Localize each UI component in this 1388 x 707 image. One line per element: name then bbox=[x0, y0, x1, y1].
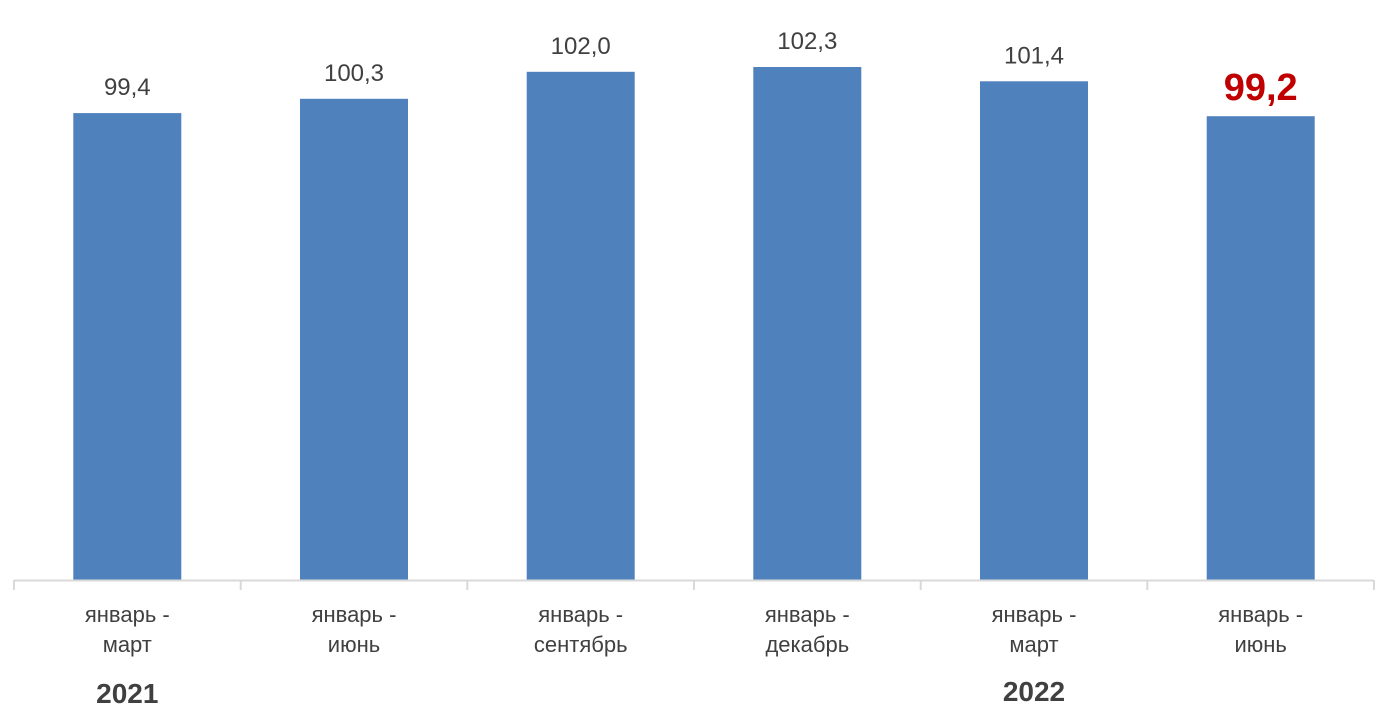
bar-0 bbox=[73, 113, 182, 580]
value-label-2: 102,0 bbox=[551, 33, 611, 60]
category-label-4: январь -март bbox=[992, 602, 1077, 657]
bars-layer bbox=[73, 67, 1315, 581]
category-label-5: январь -июнь bbox=[1218, 602, 1303, 657]
bar-5 bbox=[1206, 116, 1315, 580]
category-label-3: январь -декабрь bbox=[765, 602, 850, 657]
bar-4 bbox=[980, 81, 1088, 581]
bar-3 bbox=[753, 67, 862, 580]
category-label-2: январь -сентябрь bbox=[534, 602, 628, 657]
value-label-0: 99,4 bbox=[104, 74, 151, 101]
category-label-1: январь -июнь bbox=[312, 602, 397, 657]
value-label-3: 102,3 bbox=[777, 28, 837, 55]
value-label-1: 100,3 bbox=[324, 60, 384, 87]
value-label-4: 101,4 bbox=[1004, 42, 1064, 69]
category-label-0: январь -март bbox=[85, 602, 170, 657]
labels-layer: 99,4 100,3 102,0 102,3 101,4 99,2 январь -март… bbox=[85, 28, 1303, 707]
year-label-2021: 2021 bbox=[96, 678, 158, 707]
year-label-2022: 2022 bbox=[1003, 676, 1065, 707]
x-axis bbox=[13, 579, 1375, 590]
bar-2 bbox=[526, 71, 635, 581]
value-label-5: 99,2 bbox=[1224, 67, 1298, 109]
bar-1 bbox=[300, 98, 408, 581]
